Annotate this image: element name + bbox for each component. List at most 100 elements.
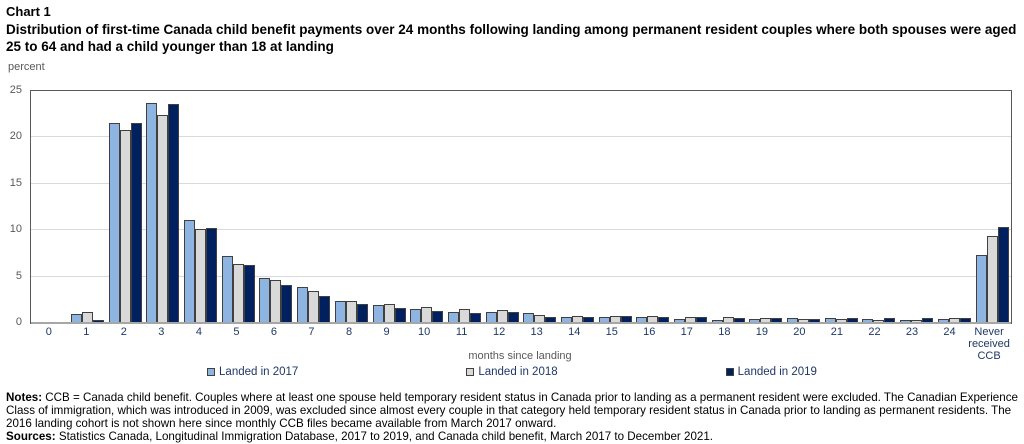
notes-block: Notes: CCB = Canada child benefit. Coupl… (6, 391, 1020, 443)
bar (922, 318, 934, 323)
bar (862, 319, 874, 323)
x-axis-tick: 7 (308, 326, 315, 338)
bar (146, 103, 158, 323)
bar-group (257, 91, 295, 323)
y-axis-tick: 15 (9, 176, 22, 189)
bar (410, 309, 422, 323)
x-axis-tick: Never received CCB (968, 326, 1010, 362)
bar (948, 318, 960, 323)
legend-item: Landed in 2017 (207, 366, 298, 378)
x-axis-tick: 5 (233, 326, 240, 338)
bar (469, 312, 481, 323)
bar (598, 316, 610, 323)
bar (798, 319, 810, 323)
y-axis-tick: 10 (9, 223, 22, 236)
bar-group (521, 91, 559, 323)
bar (674, 319, 686, 323)
bar-group (69, 91, 107, 323)
bar (620, 315, 632, 323)
chart-number-label: Chart 1 (6, 4, 51, 19)
bar-group (596, 91, 634, 323)
bar-group (446, 91, 484, 323)
x-axis-tick: 11 (455, 326, 468, 338)
bar-group (747, 91, 785, 323)
bar (432, 310, 444, 323)
x-axis-tick: 9 (383, 326, 390, 338)
bar (130, 123, 142, 323)
bar (206, 228, 218, 323)
x-axis-ticks: 0 1 2 3 4 5 6 7 8 9 10 11 12 13 14 15 16 17 18 19 20 21 22 23 24… (30, 326, 1010, 362)
x-axis-tick: 18 (718, 326, 731, 338)
x-axis-tick: 14 (568, 326, 581, 338)
bar (835, 319, 847, 323)
bar-group (709, 91, 747, 323)
bar (884, 318, 896, 323)
bar (168, 104, 180, 323)
bar-group (898, 91, 936, 323)
bar (997, 227, 1009, 323)
bar (232, 263, 244, 323)
bar (911, 320, 923, 323)
bar (534, 314, 546, 323)
bar-group (672, 91, 710, 323)
legend-label: Landed in 2019 (737, 366, 817, 378)
x-axis-tick: 12 (493, 326, 506, 338)
bar (900, 320, 912, 323)
notes-label: Notes: (6, 391, 43, 404)
bar (647, 315, 659, 323)
x-axis-tick: 24 (943, 326, 956, 338)
bar (787, 318, 799, 323)
x-axis-tick: 10 (417, 326, 431, 338)
y-axis-tick: 5 (15, 269, 22, 282)
x-axis-tick: 8 (345, 326, 353, 338)
legend-item: Landed in 2018 (466, 366, 558, 378)
x-axis-tick: 21 (830, 326, 844, 338)
bar-group (559, 91, 597, 323)
bar (809, 319, 821, 323)
x-axis-line (31, 322, 1011, 324)
bar-group (936, 91, 974, 323)
bar-group (822, 91, 860, 323)
x-axis-tick: 6 (270, 326, 278, 338)
bar (636, 317, 648, 323)
bar (93, 320, 105, 323)
bar (937, 319, 949, 323)
x-axis-tick: 4 (195, 326, 202, 338)
bar-group (785, 91, 823, 323)
bar (447, 311, 459, 323)
bar (308, 291, 320, 323)
bar (82, 311, 94, 323)
x-axis-tick: 22 (868, 326, 881, 338)
legend-swatch-icon (207, 368, 216, 376)
legend: Landed in 2017 Landed in 2018 Landed in 20… (0, 366, 1024, 378)
x-axis-tick: 13 (530, 326, 543, 338)
bar (873, 320, 885, 323)
notes-text: CCB = Canada child benefit. Couples wher… (6, 391, 1018, 430)
x-axis-title: months since landing (468, 350, 572, 362)
bar (71, 313, 83, 323)
gridline (31, 229, 1011, 231)
bar-group (634, 91, 672, 323)
bar-group (182, 91, 220, 323)
bar-group (333, 91, 371, 323)
bar (356, 303, 368, 323)
bar (507, 311, 519, 323)
legend-swatch-icon (466, 368, 475, 376)
chart-title: Distribution of first-time Canada child … (6, 22, 1017, 54)
bar-group (370, 91, 408, 323)
bar (733, 318, 745, 323)
bar (771, 318, 783, 323)
bar (383, 304, 395, 323)
bar (722, 317, 734, 323)
y-axis-tick: 25 (9, 84, 22, 96)
legend-label: Landed in 2017 (219, 366, 299, 378)
x-axis-tick: 3 (158, 326, 165, 338)
bars-container (31, 91, 1011, 323)
bar (959, 318, 971, 323)
sources-text: Statistics Canada, Longitudinal Immigrat… (55, 430, 714, 443)
bar (846, 318, 858, 323)
bar (281, 284, 293, 323)
bar (157, 115, 169, 323)
bar-group (31, 91, 69, 323)
bar-group (295, 91, 333, 323)
